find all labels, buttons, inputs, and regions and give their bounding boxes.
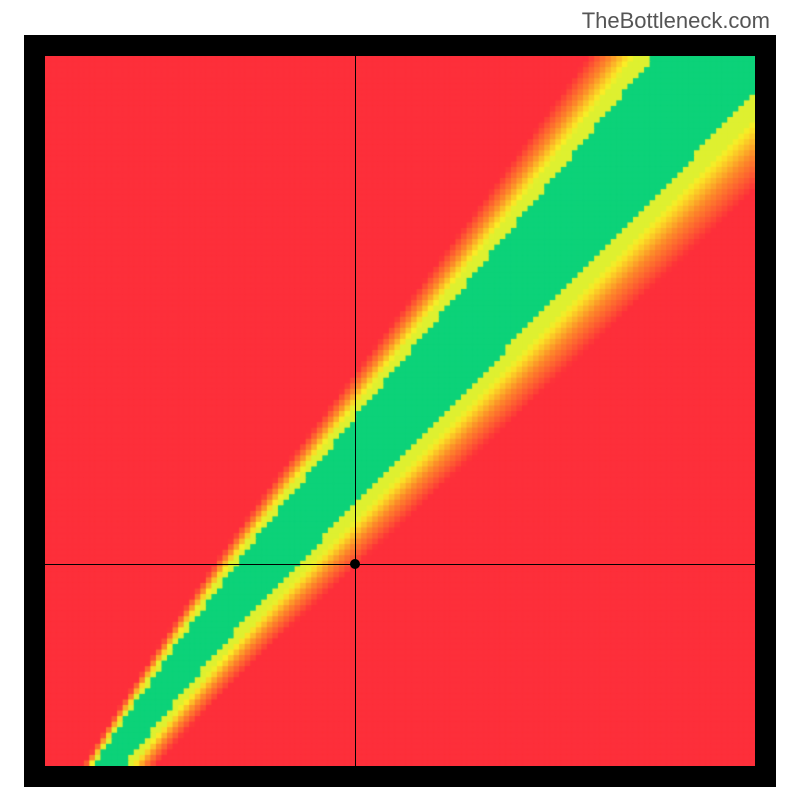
- chart-outer-frame: [24, 35, 776, 787]
- heatmap-canvas: [45, 56, 755, 766]
- crosshair-horizontal-line: [45, 564, 755, 565]
- crosshair-vertical-line: [355, 56, 356, 766]
- figure-container: TheBottleneck.com: [0, 0, 800, 800]
- watermark-text: TheBottleneck.com: [582, 8, 770, 34]
- crosshair-marker-dot: [350, 559, 360, 569]
- heatmap-plot-area: [45, 56, 755, 766]
